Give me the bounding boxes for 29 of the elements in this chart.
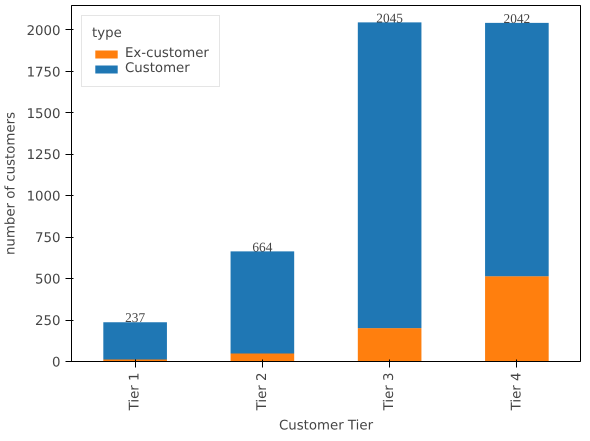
total-label: 664 [252,239,273,254]
y-tick-label: 1750 [26,65,61,80]
y-tick-label: 1000 [26,190,61,205]
total-label: 237 [125,310,146,326]
x-axis-title: Customer Tier [278,418,374,434]
y-tick-label: 500 [35,272,61,288]
bar [485,276,549,362]
y-tick-label: 750 [35,231,61,246]
y-axis-title: number of customers [4,112,19,256]
x-tick-label: Tier 4 [509,372,524,412]
bar [358,328,422,362]
bar [230,251,294,354]
bar [485,22,549,276]
bar [358,22,422,328]
x-tick-label: Tier 3 [382,372,398,412]
x-tick-label: Tier 2 [254,372,270,412]
y-tick-label: 2000 [26,24,61,39]
y-tick-label: 0 [52,356,61,370]
total-label: 2045 [376,10,404,26]
y-tick-label: 1250 [26,148,61,164]
legend-label: Customer [125,61,190,76]
x-tick-label: Tier 1 [128,372,143,412]
total-label: 2042 [504,10,530,26]
legend-title: type [92,26,123,41]
bar [230,354,294,362]
legend-label: Ex-customer [125,46,209,61]
bar [103,322,167,360]
y-tick-label: 250 [35,314,61,330]
y-tick-label: 1500 [26,106,61,122]
